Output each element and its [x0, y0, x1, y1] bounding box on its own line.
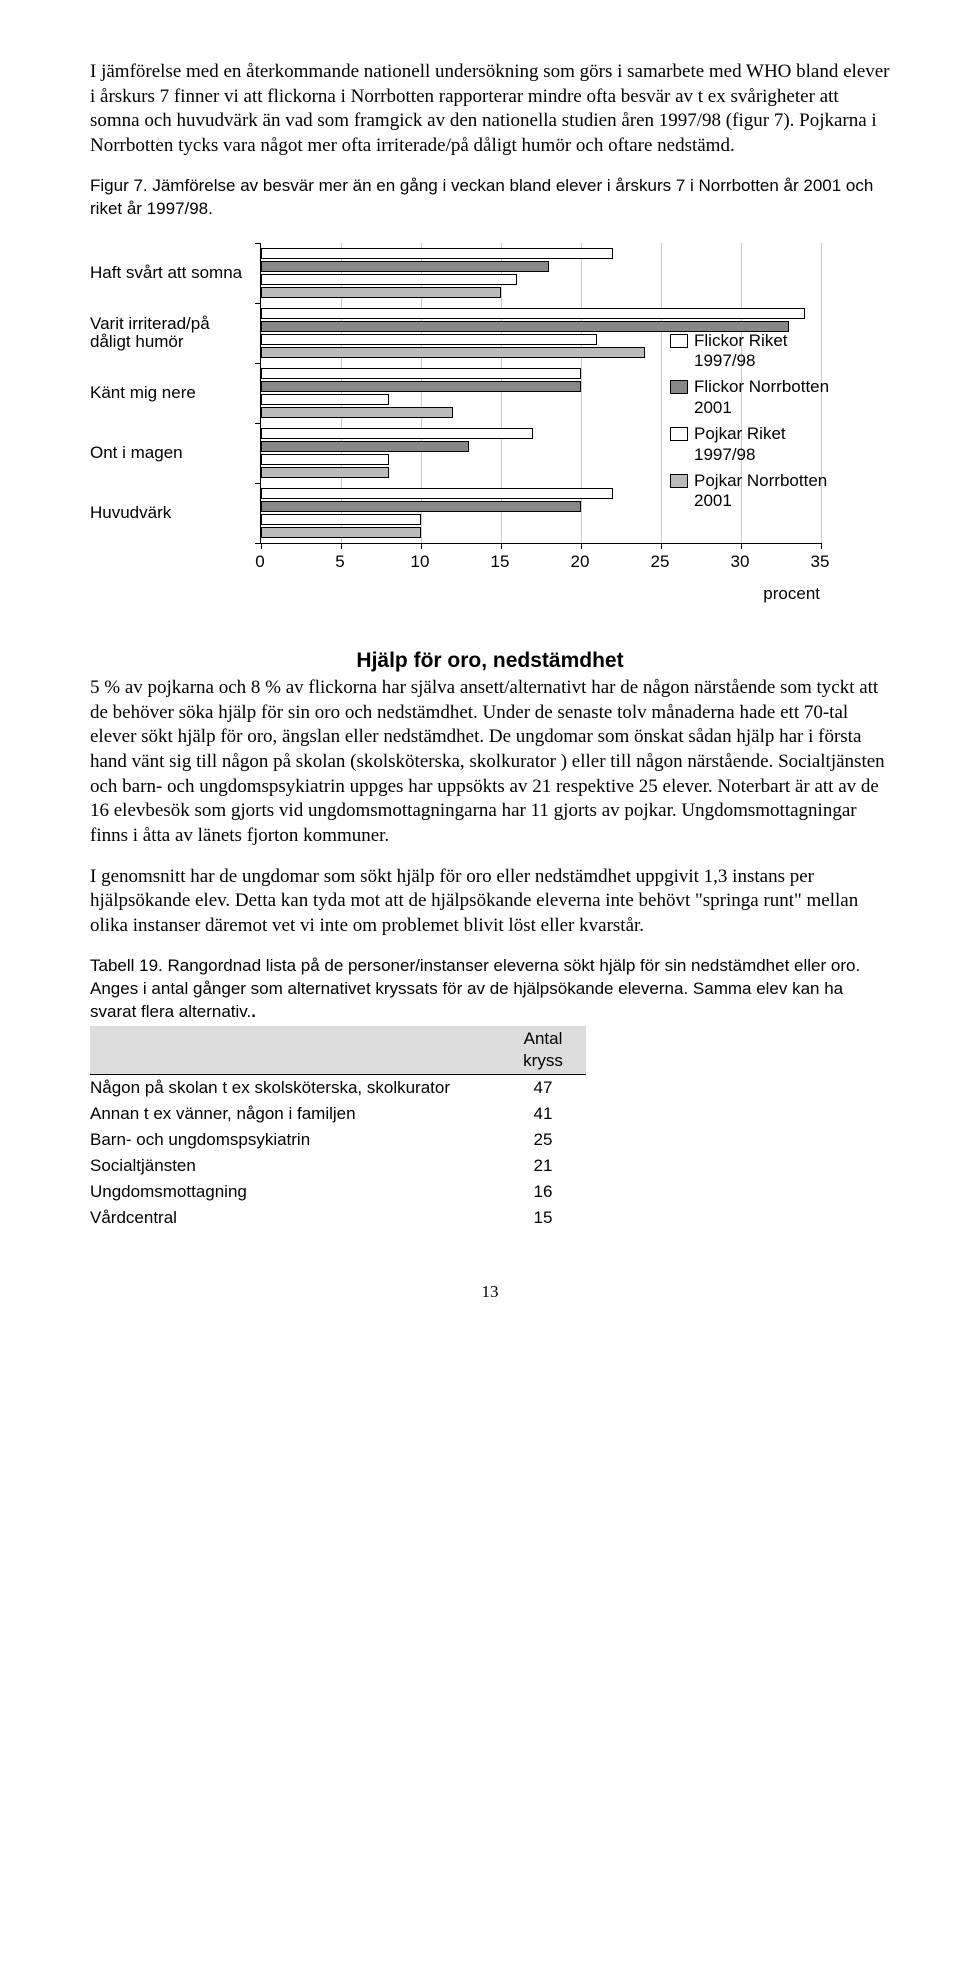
- chart-bar: [261, 347, 645, 358]
- chart-x-tick: 35: [811, 551, 830, 573]
- chart-category-label: Huvudvärk: [90, 504, 245, 523]
- chart-bar: [261, 287, 501, 298]
- chart-bar: [261, 274, 517, 285]
- table-row: Annan t ex vänner, någon i familjen41: [90, 1101, 586, 1127]
- chart-x-axis-title: procent: [260, 583, 820, 605]
- chart-bar: [261, 394, 389, 405]
- chart-x-tick: 0: [255, 551, 264, 573]
- chart-bar: [261, 334, 597, 345]
- chart-x-tick: 10: [411, 551, 430, 573]
- figure-caption: Figur 7. Jämförelse av besvär mer än en …: [90, 175, 890, 221]
- table-row: Vårdcentral15: [90, 1205, 586, 1231]
- paragraph-3: I genomsnitt har de ungdomar som sökt hj…: [90, 865, 890, 939]
- table-row: Någon på skolan t ex skolsköterska, skol…: [90, 1074, 586, 1101]
- chart-bar: [261, 381, 581, 392]
- section-heading: Hjälp för oro, nedstämdhet: [90, 647, 890, 674]
- chart-bar: [261, 428, 533, 439]
- chart-bar: [261, 501, 581, 512]
- chart-x-tick: 5: [335, 551, 344, 573]
- chart-bar: [261, 527, 421, 538]
- paragraph-1: I jämförelse med en återkommande natione…: [90, 60, 890, 159]
- chart-bar: [261, 261, 549, 272]
- page-number: 13: [90, 1281, 890, 1303]
- chart-bar: [261, 488, 613, 499]
- table-row: Barn- och ungdomspsykiatrin25: [90, 1127, 586, 1153]
- table-header: Antalkryss: [508, 1026, 586, 1075]
- table-19: AntalkryssNågon på skolan t ex skolsköte…: [90, 1026, 586, 1232]
- chart-bar: [261, 514, 421, 525]
- chart-category-label: Känt mig nere: [90, 384, 245, 403]
- chart-bar: [261, 407, 453, 418]
- chart-bar: [261, 308, 805, 319]
- chart-bar: [261, 467, 389, 478]
- chart-legend: Flickor Riket1997/98 Flickor Norrbotten20…: [670, 331, 870, 518]
- chart-category-label: Ont i magen: [90, 444, 245, 463]
- chart-bar: [261, 368, 581, 379]
- paragraph-2: 5 % av pojkarna och 8 % av flickorna har…: [90, 676, 890, 849]
- chart-x-tick: 20: [571, 551, 590, 573]
- bar-chart: Haft svårt att somna Varit irriterad/på d…: [90, 243, 890, 623]
- chart-x-tick: 25: [651, 551, 670, 573]
- chart-bar: [261, 454, 389, 465]
- chart-bar: [261, 248, 613, 259]
- legend-label: Flickor Norrbotten2001: [694, 377, 829, 418]
- chart-bar: [261, 441, 469, 452]
- chart-x-tick: 15: [491, 551, 510, 573]
- legend-label: Pojkar Norrbotten2001: [694, 471, 827, 512]
- legend-label: Flickor Riket1997/98: [694, 331, 788, 372]
- chart-category-label: Haft svårt att somna: [90, 264, 245, 283]
- chart-category-label: Varit irriterad/på dåligt humör: [90, 315, 245, 352]
- table-caption: Tabell 19. Rangordnad lista på de person…: [90, 955, 890, 1024]
- legend-label: Pojkar Riket1997/98: [694, 424, 786, 465]
- table-row: Ungdomsmottagning16: [90, 1179, 586, 1205]
- table-row: Socialtjänsten21: [90, 1153, 586, 1179]
- chart-x-tick: 30: [731, 551, 750, 573]
